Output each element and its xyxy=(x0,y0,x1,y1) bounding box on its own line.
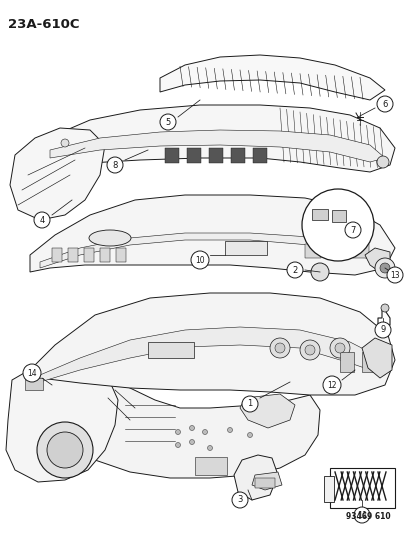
Polygon shape xyxy=(30,105,394,172)
Circle shape xyxy=(190,251,209,269)
Polygon shape xyxy=(40,327,384,382)
Circle shape xyxy=(274,343,284,353)
Circle shape xyxy=(227,427,232,432)
Text: 3: 3 xyxy=(237,496,242,505)
Bar xyxy=(68,248,78,262)
Polygon shape xyxy=(361,338,391,378)
Circle shape xyxy=(380,304,388,312)
Bar xyxy=(311,209,327,220)
Text: 7: 7 xyxy=(349,225,355,235)
Text: 4: 4 xyxy=(39,215,45,224)
Circle shape xyxy=(344,222,360,238)
Circle shape xyxy=(202,430,207,434)
Text: 10: 10 xyxy=(195,255,204,264)
Text: 5: 5 xyxy=(165,117,170,126)
Circle shape xyxy=(334,343,344,353)
Bar xyxy=(165,148,178,163)
Text: 8: 8 xyxy=(112,160,117,169)
Bar xyxy=(361,352,375,372)
Text: 11: 11 xyxy=(356,511,366,520)
Bar xyxy=(254,478,274,488)
Circle shape xyxy=(189,440,194,445)
Circle shape xyxy=(175,442,180,448)
Polygon shape xyxy=(240,394,294,428)
Circle shape xyxy=(175,430,180,434)
Text: 14: 14 xyxy=(27,368,37,377)
Circle shape xyxy=(23,364,41,382)
Polygon shape xyxy=(10,372,319,478)
Polygon shape xyxy=(30,293,394,395)
Bar xyxy=(25,378,43,390)
Circle shape xyxy=(299,340,319,360)
Polygon shape xyxy=(252,472,281,490)
Ellipse shape xyxy=(89,230,131,246)
Bar xyxy=(84,248,94,262)
Circle shape xyxy=(376,96,392,112)
Text: 1: 1 xyxy=(247,400,252,408)
Text: 93469 610: 93469 610 xyxy=(345,512,389,521)
Bar xyxy=(209,148,223,163)
Polygon shape xyxy=(40,233,384,268)
Circle shape xyxy=(286,262,302,278)
Circle shape xyxy=(386,267,402,283)
Bar xyxy=(339,352,353,372)
Circle shape xyxy=(34,212,50,228)
Circle shape xyxy=(329,338,349,358)
Text: 2: 2 xyxy=(292,265,297,274)
Circle shape xyxy=(189,425,194,431)
Circle shape xyxy=(159,114,176,130)
Text: 6: 6 xyxy=(381,100,387,109)
Circle shape xyxy=(310,263,328,281)
Circle shape xyxy=(242,396,257,412)
Polygon shape xyxy=(30,195,394,275)
FancyBboxPatch shape xyxy=(329,468,394,508)
Circle shape xyxy=(231,492,247,508)
Bar xyxy=(331,210,345,222)
Circle shape xyxy=(376,156,388,168)
Circle shape xyxy=(353,507,369,523)
Circle shape xyxy=(374,258,394,278)
Circle shape xyxy=(61,139,69,147)
Bar xyxy=(230,148,244,163)
Bar xyxy=(147,342,194,358)
Polygon shape xyxy=(50,130,384,162)
Bar xyxy=(352,244,368,258)
Circle shape xyxy=(322,376,340,394)
FancyBboxPatch shape xyxy=(323,476,333,502)
Text: 23A-610C: 23A-610C xyxy=(8,18,79,31)
Polygon shape xyxy=(10,128,105,220)
Circle shape xyxy=(37,422,93,478)
Text: 13: 13 xyxy=(389,271,399,279)
Text: 12: 12 xyxy=(326,381,336,390)
Circle shape xyxy=(304,345,314,355)
Bar xyxy=(252,148,266,163)
Circle shape xyxy=(107,157,123,173)
Polygon shape xyxy=(364,248,389,272)
Polygon shape xyxy=(6,362,118,482)
Bar xyxy=(52,248,62,262)
Bar xyxy=(187,148,201,163)
Bar xyxy=(116,248,126,262)
Circle shape xyxy=(47,432,83,468)
Polygon shape xyxy=(159,55,384,100)
Bar xyxy=(100,248,110,262)
Bar xyxy=(328,244,344,258)
Polygon shape xyxy=(233,455,277,500)
Circle shape xyxy=(379,263,389,273)
Circle shape xyxy=(301,189,373,261)
Bar xyxy=(195,457,226,475)
Circle shape xyxy=(247,432,252,438)
Text: 9: 9 xyxy=(380,326,385,335)
Circle shape xyxy=(374,322,390,338)
Circle shape xyxy=(269,338,289,358)
Circle shape xyxy=(207,446,212,450)
Bar xyxy=(224,241,266,255)
Bar xyxy=(304,244,320,258)
